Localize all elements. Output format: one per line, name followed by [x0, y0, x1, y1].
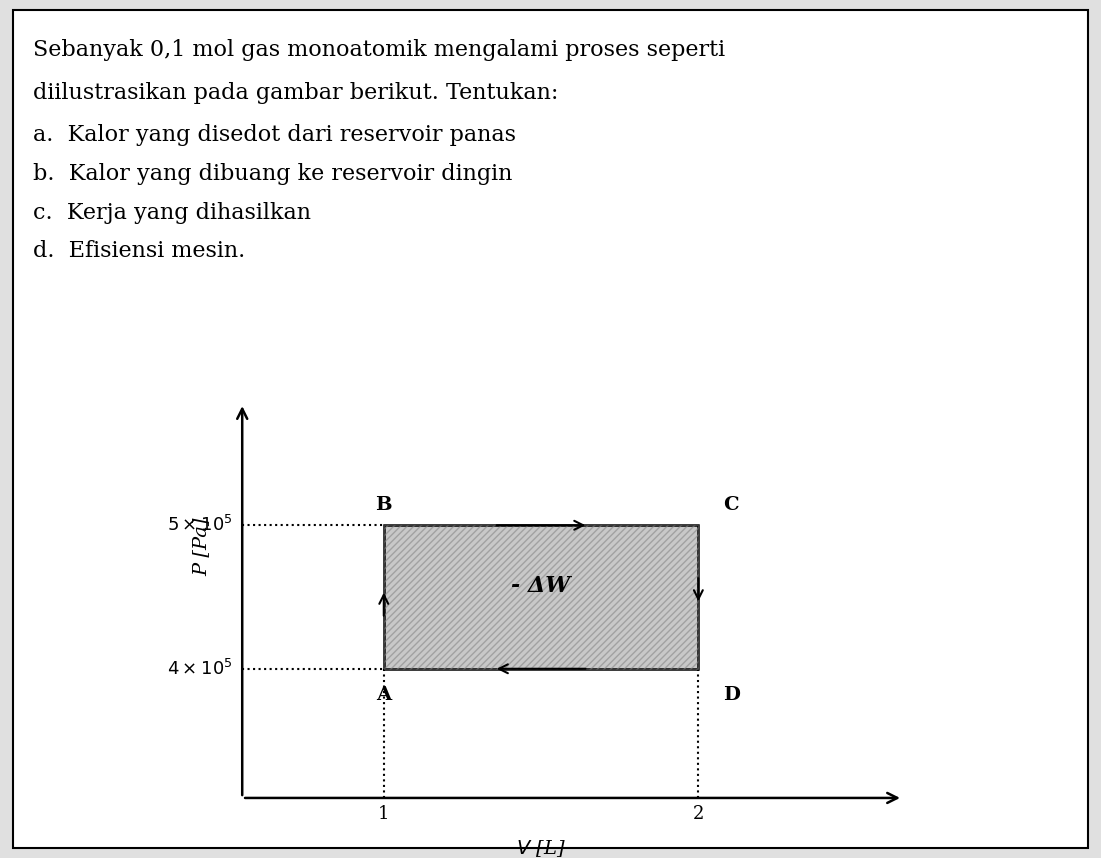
Text: 1: 1 — [378, 805, 390, 823]
Bar — [384, 525, 698, 668]
Bar — [384, 525, 698, 668]
Text: d.  Efisiensi mesin.: d. Efisiensi mesin. — [33, 240, 246, 263]
Text: A: A — [377, 686, 391, 704]
Text: $5 \times 10^5$: $5 \times 10^5$ — [167, 515, 232, 535]
Text: $V$ [L]: $V$ [L] — [516, 838, 566, 858]
Text: - ΔW: - ΔW — [512, 575, 570, 596]
Text: B: B — [375, 496, 392, 514]
Text: c.  Kerja yang dihasilkan: c. Kerja yang dihasilkan — [33, 202, 310, 224]
Text: Sebanyak 0,1 mol gas monoatomik mengalami proses seperti: Sebanyak 0,1 mol gas monoatomik mengalam… — [33, 39, 726, 61]
Text: b.  Kalor yang dibuang ke reservoir dingin: b. Kalor yang dibuang ke reservoir dingi… — [33, 163, 512, 185]
Text: C: C — [723, 496, 739, 514]
Text: D: D — [723, 686, 741, 704]
Text: 2: 2 — [693, 805, 704, 823]
Text: P [Pa]: P [Pa] — [193, 517, 210, 576]
Text: diilustrasikan pada gambar berikut. Tentukan:: diilustrasikan pada gambar berikut. Tent… — [33, 82, 558, 104]
Text: $4 \times 10^5$: $4 \times 10^5$ — [167, 659, 232, 679]
Text: a.  Kalor yang disedot dari reservoir panas: a. Kalor yang disedot dari reservoir pan… — [33, 124, 516, 147]
